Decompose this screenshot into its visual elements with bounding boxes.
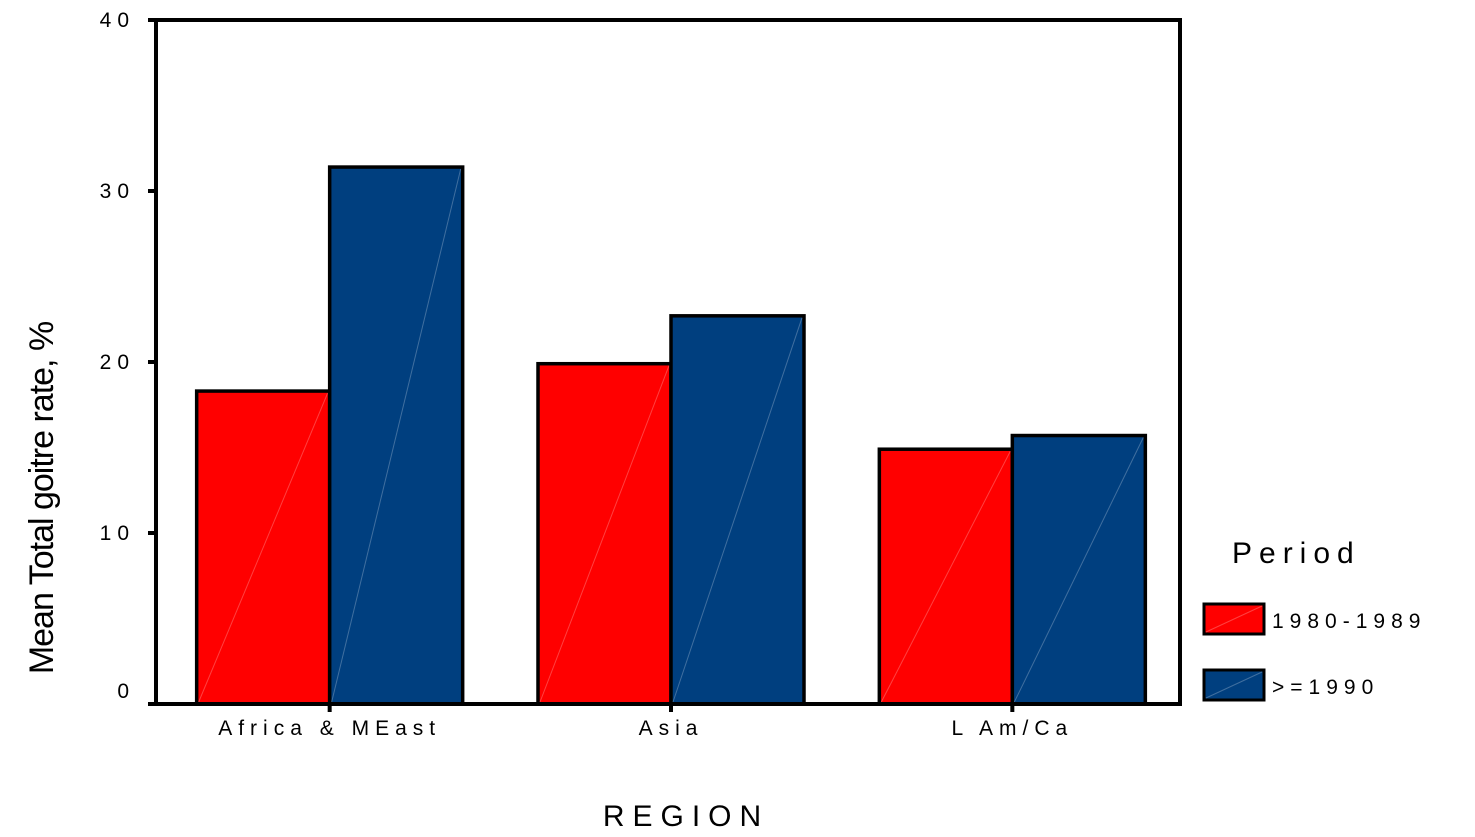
bar-series2-0: [327, 165, 465, 706]
bar-hatch-line: [331, 168, 462, 703]
legend-swatch-hatch: [1205, 671, 1263, 699]
x-category-label: Asia: [639, 717, 704, 740]
bar-hatch-line: [539, 365, 670, 703]
bar-hatch-line: [672, 317, 803, 703]
bars-layer: [194, 165, 1148, 706]
x-category-label: L Am/Ca: [951, 717, 1073, 740]
bar-series1-1: [536, 361, 673, 706]
x-axis-title: REGION: [603, 800, 769, 832]
bar-hatch-line: [1013, 437, 1144, 703]
x-axis: Africa & MEast Asia L Am/Ca: [218, 704, 1073, 740]
x-category-label: Africa & MEast: [218, 717, 441, 740]
bar-series2-2: [1010, 433, 1148, 706]
y-tick-label: 20: [100, 351, 135, 374]
legend-label: >=1990: [1272, 676, 1379, 699]
y-axis-title: Mean Total goitre rate, %: [23, 321, 61, 674]
bar-hatch-line: [198, 392, 329, 703]
legend-label: 1980-1989: [1272, 610, 1426, 633]
legend-title: Period: [1232, 537, 1361, 570]
y-tick-label: 30: [100, 180, 135, 203]
legend: Period 1980-1989 >=1990: [1202, 537, 1426, 702]
y-tick-label: 0: [117, 680, 135, 703]
legend-swatch-hatch: [1205, 605, 1263, 633]
y-tick-label: 10: [100, 522, 135, 545]
bar-hatch-line: [880, 450, 1011, 703]
legend-swatch: [1202, 602, 1266, 636]
y-axis: 0 10 20 30 40: [100, 9, 156, 706]
legend-swatch: [1202, 668, 1266, 702]
y-tick-label: 40: [100, 9, 135, 32]
bar-series1-0: [194, 389, 332, 706]
